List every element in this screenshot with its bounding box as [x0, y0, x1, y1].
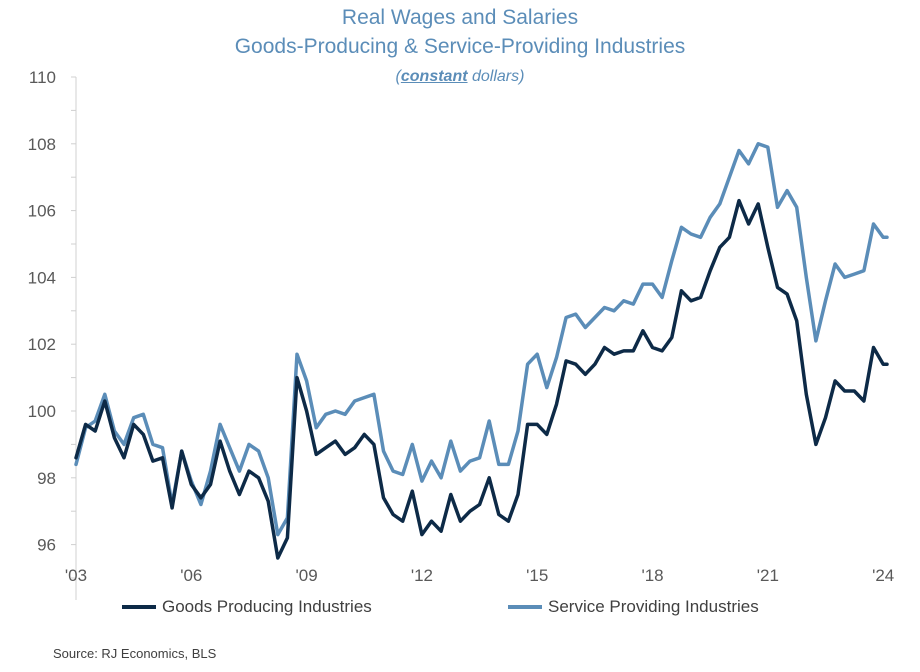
note-suffix: dollars): [467, 68, 525, 85]
y-tick-label: 108: [28, 135, 56, 154]
x-tick-label: '09: [296, 566, 318, 585]
x-tick-label: '24: [872, 566, 894, 585]
x-tick-label: '21: [757, 566, 779, 585]
y-tick-label: 110: [29, 68, 56, 87]
x-tick-label: '12: [411, 566, 433, 585]
x-tick-label: '06: [180, 566, 202, 585]
y-tick-label: 100: [28, 402, 56, 421]
y-tick-label: 104: [28, 268, 56, 287]
legend-item-goods: Goods Producing Industries: [122, 597, 372, 617]
note-emphasis: constant: [400, 68, 468, 85]
y-tick-label: 106: [28, 202, 56, 221]
y-tick-label: 98: [37, 469, 56, 488]
legend-label-goods: Goods Producing Industries: [162, 597, 372, 616]
chart-title: Real Wages and Salaries: [341, 6, 579, 29]
legend-swatch-service: [508, 605, 542, 609]
legend-swatch-goods: [122, 605, 156, 609]
x-tick-label: '03: [65, 566, 87, 585]
y-axis: 96 98 100 102 104 106 108 110: [28, 68, 77, 600]
source-note: Source: RJ Economics, BLS: [53, 646, 217, 661]
series-line-goods: [74, 198, 889, 560]
y-tick-label: 96: [37, 536, 56, 555]
note-prefix: (: [395, 68, 401, 85]
chart-note: (constant dollars): [0, 68, 920, 86]
x-tick-label: '18: [641, 566, 663, 585]
series-line-service: [74, 142, 889, 537]
chart-subtitle: Goods-Producing & Service-Providing Indu…: [234, 35, 686, 58]
legend-label-service: Service Providing Industries: [548, 597, 759, 616]
y-tick-label: 102: [28, 335, 56, 354]
x-axis: '03 '06 '09 '12 '15 '18 '21 '24: [65, 566, 894, 585]
series-layer: [74, 142, 889, 560]
x-tick-label: '15: [526, 566, 548, 585]
legend-item-service: Service Providing Industries: [508, 597, 759, 617]
